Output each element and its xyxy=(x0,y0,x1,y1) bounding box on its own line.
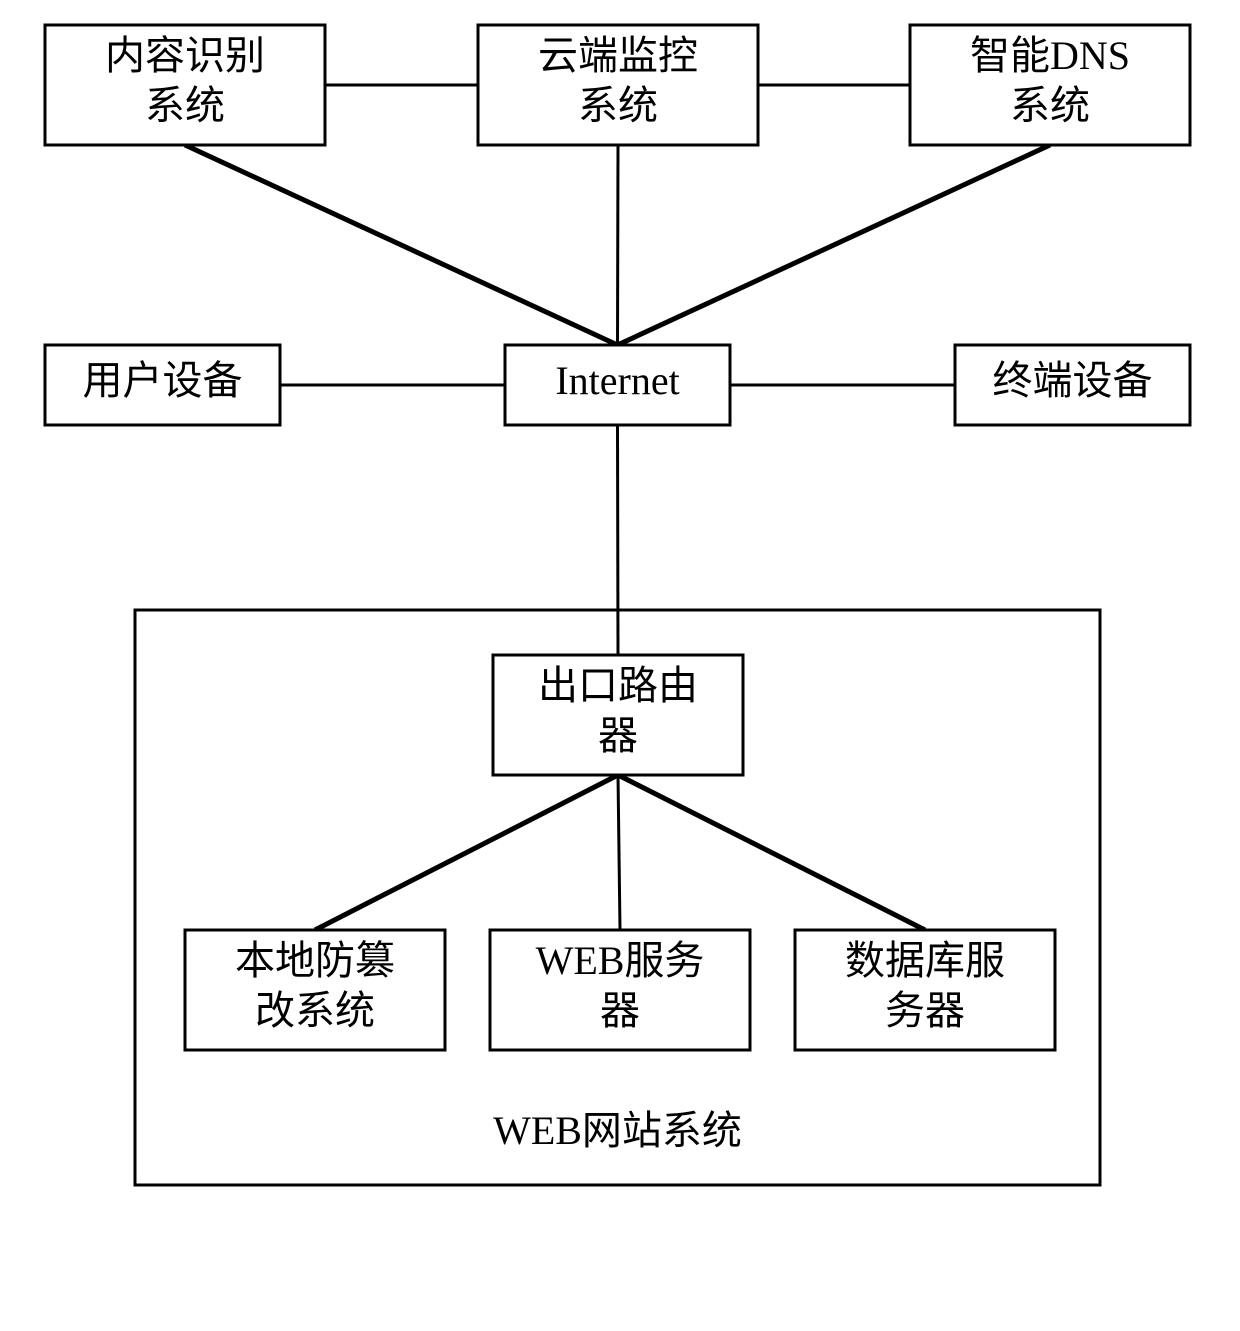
edge-egress_router-local_anti xyxy=(315,775,618,930)
node-content_rec: 内容识别系统 xyxy=(45,25,325,145)
node-content_rec-label-1: 系统 xyxy=(145,83,225,128)
node-web_server: WEB服务器 xyxy=(490,930,750,1050)
network-diagram: 内容识别系统云端监控系统智能DNS系统用户设备Internet终端设备出口路由器… xyxy=(0,0,1240,1331)
node-local_anti-label-0: 本地防篡 xyxy=(235,938,395,983)
node-internet: Internet xyxy=(505,345,730,425)
node-db_server-label-1: 务器 xyxy=(885,988,965,1033)
edges xyxy=(185,85,1050,930)
node-cloud_mon: 云端监控系统 xyxy=(478,25,758,145)
node-db_server: 数据库服务器 xyxy=(795,930,1055,1050)
edge-egress_router-web_server xyxy=(618,775,620,930)
node-cloud_mon-label-1: 系统 xyxy=(578,83,658,128)
node-local_anti: 本地防篡改系统 xyxy=(185,930,445,1050)
node-egress_router-label-1: 器 xyxy=(598,713,638,758)
edge-egress_router-db_server xyxy=(618,775,925,930)
node-local_anti-label-1: 改系统 xyxy=(255,988,375,1033)
node-user_dev: 用户设备 xyxy=(45,345,280,425)
node-user_dev-label-0: 用户设备 xyxy=(83,358,243,403)
node-cloud_mon-label-0: 云端监控 xyxy=(538,33,698,78)
node-term_dev-label-0: 终端设备 xyxy=(993,358,1153,403)
edge-smart_dns-internet xyxy=(618,145,1051,345)
node-smart_dns: 智能DNS 系统 xyxy=(910,25,1190,145)
node-smart_dns-label-1: 系统 xyxy=(1010,83,1090,128)
edge-content_rec-internet xyxy=(185,145,618,345)
node-smart_dns-label-0: 智能DNS xyxy=(970,33,1130,78)
node-content_rec-label-0: 内容识别 xyxy=(105,33,265,78)
node-internet-label-0: Internet xyxy=(555,358,679,403)
node-web_server-label-1: 器 xyxy=(600,988,640,1033)
node-web_server-label-0: WEB服务 xyxy=(536,938,705,983)
node-egress_router-label-0: 出口路由 xyxy=(538,663,698,708)
edge-internet-egress_router xyxy=(618,425,619,655)
node-egress_router: 出口路由器 xyxy=(493,655,743,775)
group-web-site-label: WEB网站系统 xyxy=(493,1108,742,1153)
node-term_dev: 终端设备 xyxy=(955,345,1190,425)
node-db_server-label-0: 数据库服 xyxy=(845,938,1005,983)
edge-cloud_mon-internet xyxy=(618,145,619,345)
